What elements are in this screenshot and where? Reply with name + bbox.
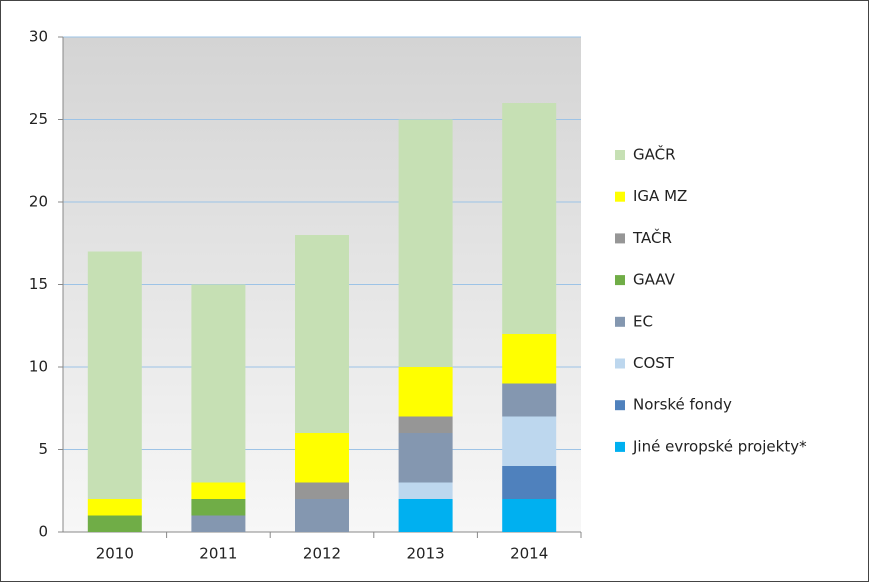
legend-swatch [615,400,625,411]
bar-segment [295,235,349,433]
x-tick-label: 2014 [510,545,548,563]
legend-label: Norské fondy [633,396,732,414]
x-tick-label: 2012 [303,545,341,563]
legend-swatch [615,233,625,244]
legend-swatch [615,191,625,202]
y-tick-label: 20 [29,193,48,211]
y-tick-label: 25 [29,110,48,128]
y-tick-label: 30 [29,28,48,46]
bar-segment [502,416,557,466]
bar-segment [398,482,453,499]
bar-segment [398,119,453,367]
legend-swatch [615,150,625,160]
legend-swatch [615,441,625,452]
legend-label: GAČR [633,145,676,164]
legend-label: IGA MZ [633,187,687,205]
bar-segment [502,383,557,417]
legend-label: TAČR [632,228,672,247]
bar-segment [191,284,246,483]
bar-segment [398,367,453,417]
bar-segment [87,515,142,532]
legend-swatch [615,275,625,286]
bar-segment [191,515,246,532]
bar-segment [502,466,557,499]
legend-swatch [615,316,625,327]
bar-segment [295,482,349,499]
bar-segment [87,251,142,499]
y-tick-label: 15 [29,275,48,293]
legend-swatch [615,358,625,369]
bar-segment [502,103,557,334]
x-tick-label: 2010 [96,545,134,563]
y-tick-label: 5 [38,440,48,458]
bar-segment [502,499,557,532]
legend-label: GAAV [633,271,676,289]
x-tick-label: 2013 [407,545,445,563]
y-tick-label: 0 [38,523,48,541]
bar-segment [398,416,453,433]
legend-label: EC [633,312,653,330]
bar-segment [398,433,453,483]
x-tick-label: 2011 [199,545,237,563]
legend-label: Jiné evropské projekty* [632,437,807,455]
bar-segment [191,482,246,499]
bar-segment [295,433,349,483]
bar-segment [295,499,349,532]
y-tick-label: 10 [29,358,48,376]
bar-segment [398,499,453,532]
bar-segment [191,499,246,516]
bar-segment [502,334,557,384]
bar-segment [87,499,142,516]
legend-label: COST [633,354,675,372]
